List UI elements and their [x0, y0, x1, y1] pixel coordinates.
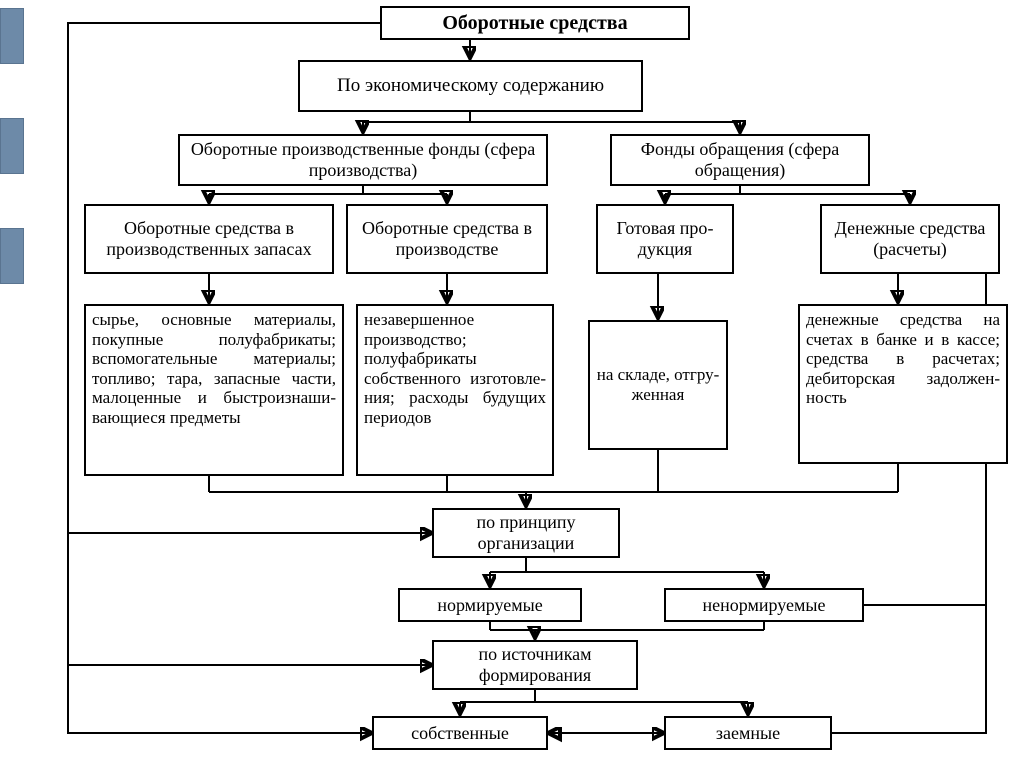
node-istoch: по источникам формирования [432, 640, 638, 690]
node-label: сырье, основные мате­риалы, покупные пол… [92, 310, 336, 427]
node-det1: сырье, основные мате­риалы, покупные пол… [84, 304, 344, 476]
node-title: Оборотные средства [380, 6, 690, 40]
node-label: Оборотные средства в производствен­ных з… [92, 218, 326, 259]
node-money: Денежные средства (расчеты) [820, 204, 1000, 274]
flowchart-canvas: Оборотные средства По экономическому сод… [28, 0, 1024, 767]
node-label: По экономическому содержанию [337, 75, 604, 97]
node-det3: на складе, отгру­женная [588, 320, 728, 450]
node-zapasy: Оборотные средства в производствен­ных з… [84, 204, 334, 274]
decor-bar [0, 8, 24, 64]
node-label: Фонды обращения (сфера обращения) [618, 139, 862, 180]
node-label: заемные [716, 723, 780, 744]
node-label: денежные сред­ства на счетах в банке и в… [806, 310, 1000, 408]
node-label: Денежные средства (расчеты) [828, 218, 992, 259]
node-norm: нормируемые [398, 588, 582, 622]
node-sobstv: собственные [372, 716, 548, 750]
node-det2: незавершенное производство; полуфабрика­… [356, 304, 554, 476]
node-vproizv: Оборотные средства в производстве [346, 204, 548, 274]
node-label: Готовая про­дукция [604, 218, 726, 259]
node-label: Оборотные средства в производстве [354, 218, 540, 259]
node-opf: Оборотные производственные фонды (сфера … [178, 134, 548, 186]
node-label: ненормируемые [703, 595, 826, 616]
node-label: нормируемые [437, 595, 542, 616]
node-label: Оборотные средства [442, 12, 627, 35]
node-label: на складе, отгру­женная [596, 365, 720, 404]
node-label: собственные [411, 723, 509, 744]
decor-bar [0, 118, 24, 174]
node-label: по источникам формирования [440, 644, 630, 685]
node-zaem: заемные [664, 716, 832, 750]
node-label: по принципу организации [440, 512, 612, 553]
node-econ: По экономическому содержанию [298, 60, 643, 112]
node-gotprod: Готовая про­дукция [596, 204, 734, 274]
node-label: Оборотные производственные фонды (сфера … [186, 139, 540, 180]
node-label: незавершенное производство; полуфабрика­… [364, 310, 546, 427]
node-fobr: Фонды обращения (сфера обращения) [610, 134, 870, 186]
node-nenorm: ненормируемые [664, 588, 864, 622]
node-det4: денежные сред­ства на счетах в банке и в… [798, 304, 1008, 464]
node-princip: по принципу организации [432, 508, 620, 558]
decor-bar [0, 228, 24, 284]
